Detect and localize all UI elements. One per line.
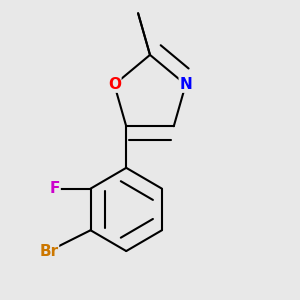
Text: Br: Br — [39, 244, 58, 259]
Text: F: F — [50, 181, 60, 196]
Text: N: N — [179, 77, 192, 92]
Text: O: O — [108, 77, 121, 92]
